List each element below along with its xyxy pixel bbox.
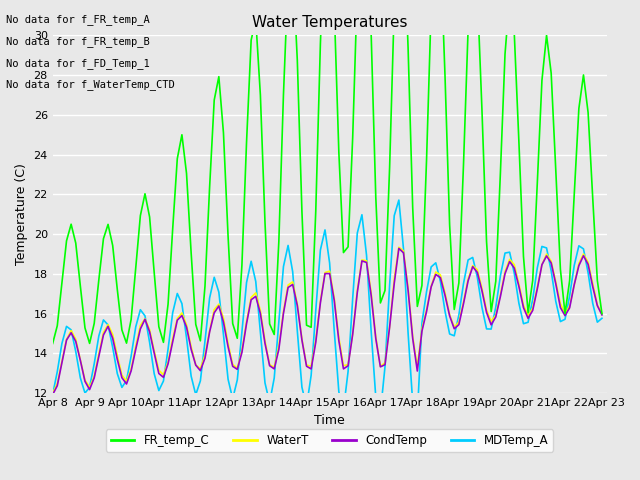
Text: No data for f_FR_temp_A: No data for f_FR_temp_A xyxy=(6,14,150,25)
Text: No data for f_WaterTemp_CTD: No data for f_WaterTemp_CTD xyxy=(6,79,175,90)
Title: Water Temperatures: Water Temperatures xyxy=(252,15,408,30)
Legend: FR_temp_C, WaterT, CondTemp, MDTemp_A: FR_temp_C, WaterT, CondTemp, MDTemp_A xyxy=(106,429,553,452)
Text: No data for f_FD_Temp_1: No data for f_FD_Temp_1 xyxy=(6,58,150,69)
Text: No data for f_FR_temp_B: No data for f_FR_temp_B xyxy=(6,36,150,47)
Y-axis label: Temperature (C): Temperature (C) xyxy=(15,163,28,265)
X-axis label: Time: Time xyxy=(314,414,345,427)
